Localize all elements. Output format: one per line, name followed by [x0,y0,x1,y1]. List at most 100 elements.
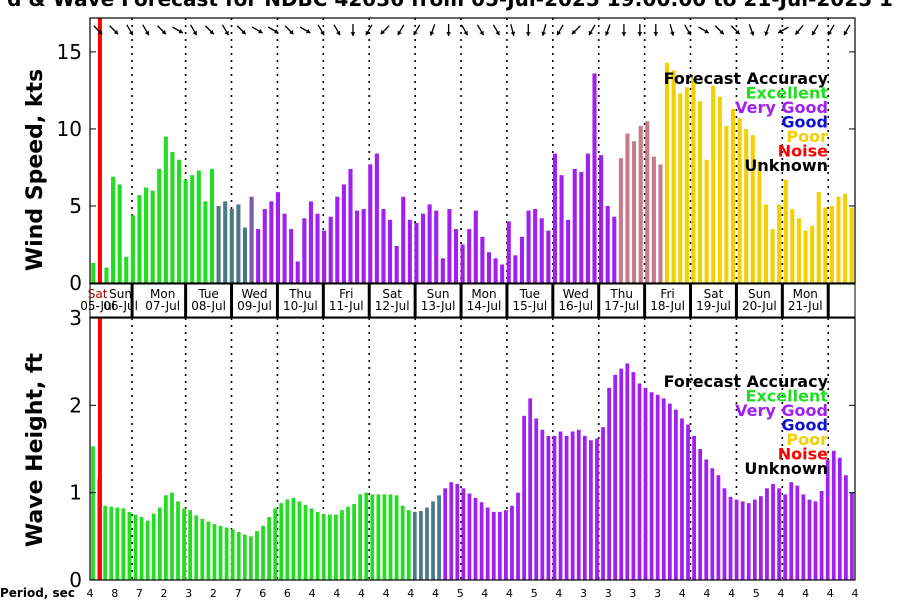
wind-bar [717,96,722,283]
wind-bar [724,125,729,283]
day-name-label: Sat [88,287,108,301]
wind-direction-arrow [267,26,279,34]
wind-arrow-head [749,31,755,36]
day-date-label: 05-Jul [80,299,115,313]
wind-bar [341,184,346,283]
wind-arrow-head [274,29,279,34]
wave-bar [291,497,296,580]
wave-bar [249,536,253,580]
wind-bar [249,196,254,283]
wind-arrow-head [843,30,848,36]
wind-direction-arrow [541,24,547,36]
wave-bar [686,424,690,580]
chart-title: d & Wave Forecast for NDBC 42036 from 05… [7,0,893,11]
wind-arrow-head [778,29,783,34]
wave-legend-entry: Very Good [735,401,828,420]
wind-bar [170,152,175,283]
wind-arrow-head [571,29,577,35]
wind-direction-arrow [588,24,596,36]
day-name-label: Tue [519,287,541,301]
wave-bar [625,363,630,580]
period-value: 4 [703,587,710,600]
wind-arrow-head [305,29,311,34]
wind-legend-entry: Unknown [744,156,828,175]
wind-arrow-head [128,30,133,36]
wind-frame [89,17,856,284]
wind-bar [407,219,412,283]
wind-bar [401,196,406,283]
wind-bar [790,209,795,283]
wind-direction-arrow [397,24,405,36]
wind-direction-arrow [317,24,325,36]
wave-bar [722,488,727,580]
wind-bar [256,229,261,283]
wave-bar [607,387,611,580]
period-value: 7 [136,587,143,600]
wave-bar [103,505,108,580]
wind-arrow-head [463,30,468,36]
period-value: 4 [728,587,735,600]
wave-bar [151,513,156,580]
wind-direction-arrow [843,24,851,36]
period-value: 6 [284,587,291,600]
wave-bar [376,494,381,580]
wind-direction-arrow [730,25,741,35]
wind-arrow-head [258,29,263,34]
wind-bar [671,70,676,283]
wind-bar [500,264,505,283]
wind-bar [236,204,241,283]
period-value: 4 [309,587,316,600]
wave-bar [273,508,278,580]
wind-legend-entry: Noise [778,142,828,161]
wind-direction-arrow [827,24,835,36]
wave-bar [224,527,229,580]
wind-bar [117,184,122,283]
period-value: 6 [259,587,266,600]
wave-bar [558,431,563,580]
wind-direction-arrow [446,24,451,36]
period-value: 4 [778,587,785,600]
wind-direction-arrow [669,24,675,36]
wave-bar [752,499,757,580]
period-value: 4 [802,587,809,600]
wind-bar [651,156,656,283]
wind-arrow-head [161,29,166,35]
period-value: 2 [210,587,217,600]
wind-direction-arrow [380,25,390,35]
wave-bar [352,504,356,580]
wave-bar [109,506,114,580]
wind-direction-arrow [284,25,294,35]
wave-bar [813,501,818,580]
wind-bar [533,209,538,283]
wind-direction-arrow [172,26,184,34]
wind-direction-arrow [714,25,725,35]
wind-bar [209,168,215,283]
wind-bar [526,210,531,283]
day-name-label: Mon [471,287,496,301]
wave-bar [680,418,684,580]
wind-bar [730,108,736,284]
period-value: 7 [235,587,242,600]
wind-legend-entry: Poor [786,127,828,146]
period-value: 2 [161,587,168,600]
period-value: 3 [629,587,636,600]
wind-bar [836,196,841,283]
wave-bar [759,496,763,580]
wave-bar [522,415,526,580]
wind-bar [242,227,248,283]
wind-y-tick-label: 15 [57,40,82,64]
wave-bar [297,501,302,580]
wind-bar [585,153,590,283]
wind-bar [763,204,769,283]
wave-bar [242,534,247,580]
wind-bar [552,153,557,283]
wind-bar [355,210,360,283]
wind-bar [823,207,828,283]
day-name-label: Sun [427,287,450,301]
wind-bar [176,159,182,283]
wave-bar [789,482,794,580]
wave-bar [194,515,199,580]
wave-bar [315,511,320,580]
wave-bar [406,510,411,580]
